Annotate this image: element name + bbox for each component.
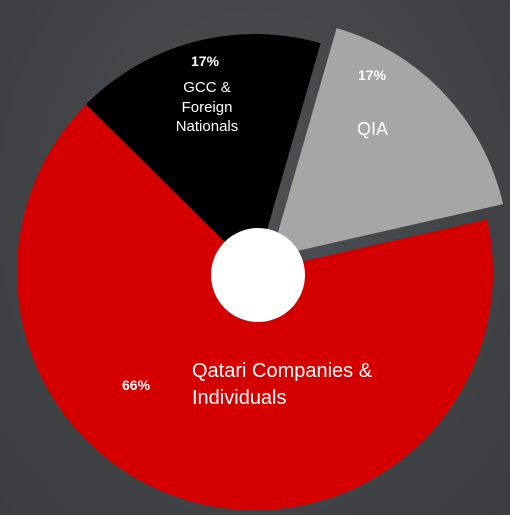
center-hole: [211, 228, 305, 322]
category-label: QIA: [335, 118, 410, 141]
value-label: 66%: [122, 377, 150, 393]
category-label: Qatari Companies & Individuals: [192, 358, 432, 412]
value-label: 17%: [358, 67, 386, 83]
value-label: 17%: [191, 53, 219, 69]
category-label: GCC & Foreign Nationals: [162, 78, 252, 137]
chart: 17% QIA 66% Qatari Companies & Individuals 1…: [0, 0, 510, 515]
pie-svg: [0, 0, 510, 515]
